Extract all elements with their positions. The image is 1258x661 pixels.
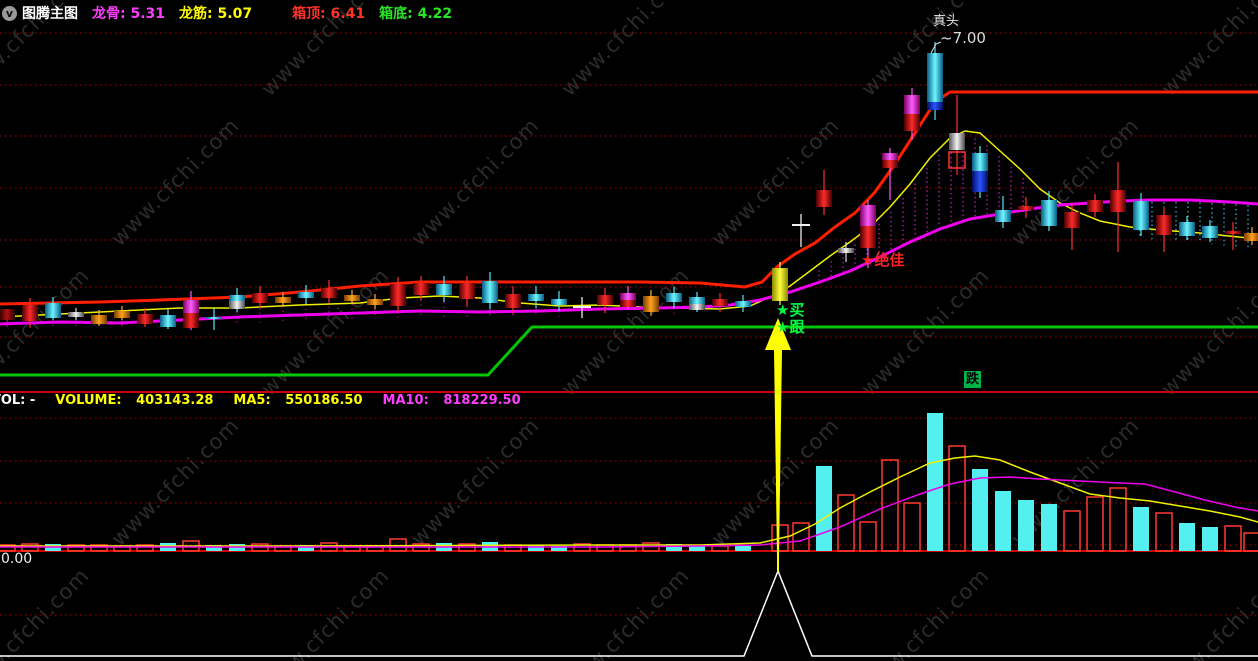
volume-ma10: MA10: 818229.50 — [382, 393, 521, 408]
vol-label: VOL: - — [0, 393, 36, 408]
indicator-longjin: 龙筋: 5.07 — [179, 6, 253, 22]
zero-scale-label: 0.00 — [1, 551, 33, 567]
indicator-title: 图腾主图 — [22, 6, 78, 22]
buy-signal-line1: ★买 — [776, 301, 805, 319]
indicator-longgu: 龙骨: 5.31 — [92, 6, 166, 22]
volume-header: VOL: - VOLUME: 403143.28 MA5: 550186.50 … — [0, 393, 541, 408]
fall-tag: 跌 — [964, 371, 982, 388]
buy-signal-line2: ★跟 — [776, 318, 805, 336]
peak-price-label: ~7.00 — [940, 29, 986, 47]
main-chart-header: v 图腾主图 龙骨: 5.31 龙筋: 5.07 箱顶: 6.41 箱底: 4.… — [2, 3, 466, 23]
collapse-chevron-icon[interactable]: v — [2, 5, 17, 21]
excellent-marker: ★绝佳 — [861, 251, 905, 269]
indicator-xiangdi: 箱底: 4.22 — [379, 6, 453, 22]
volume-ma5: MA5: 550186.50 — [233, 393, 363, 408]
buy-signal-label: ★买 ★跟 — [776, 302, 804, 336]
top-head-label: 真头 — [933, 14, 960, 29]
volume-value: VOLUME: 403143.28 — [55, 393, 214, 408]
indicator-xiangding: 箱顶: 6.41 — [292, 6, 366, 22]
